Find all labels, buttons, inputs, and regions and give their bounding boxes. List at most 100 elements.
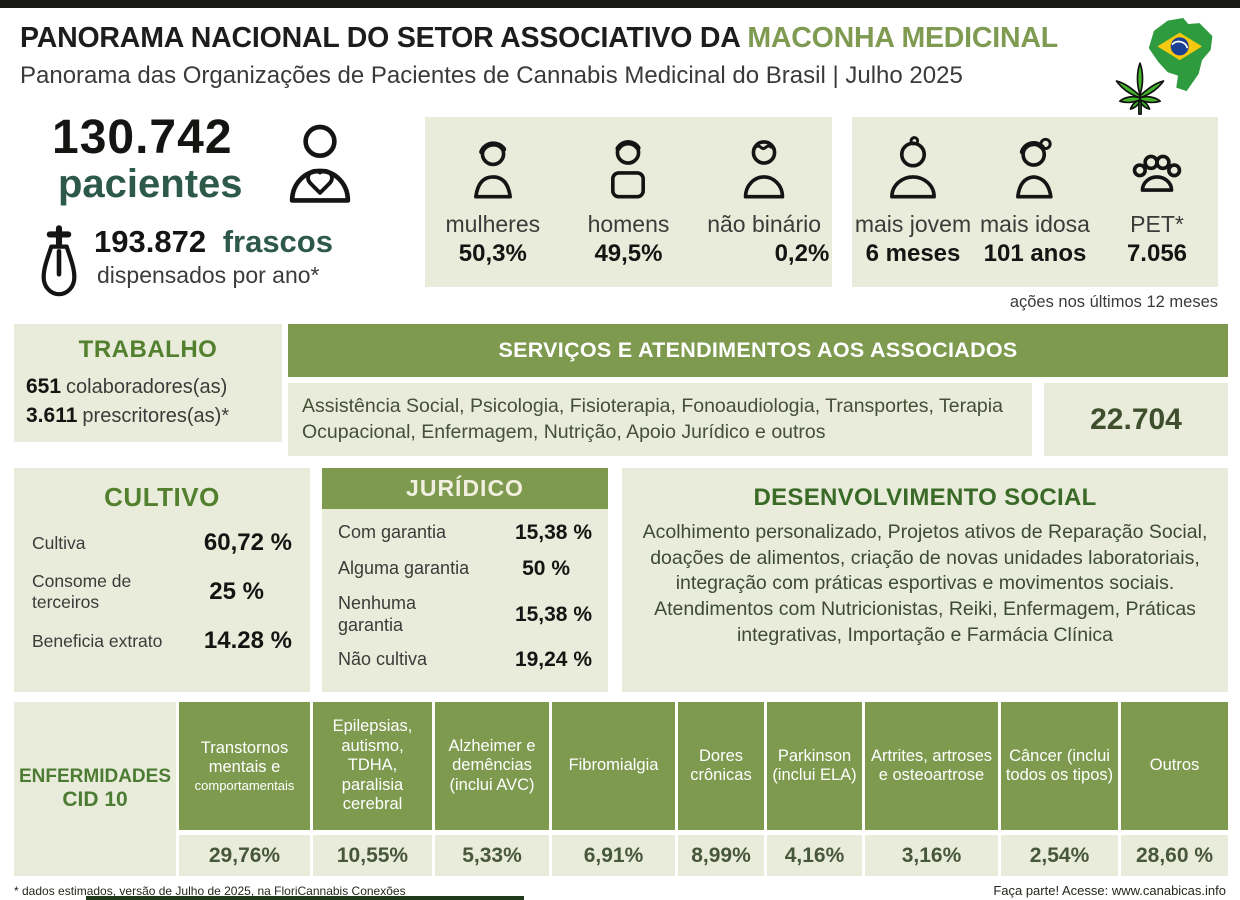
cid-column-header: Parkinson (inclui ELA) [767, 702, 862, 830]
enfermidades-title-cell: ENFERMIDADES CID 10 [14, 702, 176, 876]
cannabis-leaf-icon [1115, 62, 1165, 115]
desenvolvimento-title: DESENVOLVIMENTO SOCIAL [753, 484, 1097, 511]
stat-value: 0,2% [774, 240, 830, 267]
stat-label: PET* [1130, 211, 1184, 237]
cid-column-value: 28,60 % [1121, 835, 1228, 876]
cultivo-title: CULTIVO [104, 482, 220, 512]
trabalho-row: 651 colaboradores(as) [26, 372, 282, 401]
stat-nao-binario: não binário 0,2% [697, 133, 831, 268]
juridico-value: 50 % [522, 557, 570, 580]
stat-label: homens [587, 211, 670, 237]
trabalho-title: TRABALHO [78, 336, 218, 363]
cultivo-value: 60,72 % [203, 529, 292, 556]
man-icon [611, 140, 646, 199]
page-title-black: PANORAMA NACIONAL DO SETOR ASSOCIATIVO D… [20, 22, 740, 54]
stat-pet: PET* 7.056 [1097, 133, 1218, 268]
footnote-text: * dados estimados, versão de Julho de 20… [14, 884, 406, 898]
juridico-value: 15,38 % [514, 521, 592, 544]
page-title-green: MACONHA MEDICINAL [747, 22, 1058, 54]
cid-header-label-small: comportamentais [194, 777, 295, 793]
juridico-label: Alguma garantia [338, 558, 470, 579]
juridico-header: JURÍDICO [322, 468, 608, 509]
stat-value: 6 meses [865, 240, 961, 267]
trabalho-label: prescritores(as)* [82, 405, 230, 428]
enfermidades-title-line1: ENFERMIDADES [18, 766, 171, 787]
cultivo-label: Consome de terceiros [32, 571, 132, 612]
juridico-label: Nenhuma garantia [338, 593, 417, 635]
juridico-label: Com garantia [338, 522, 447, 543]
cid-column-header: Artrites, artroses e osteoartrose [865, 702, 998, 830]
stat-value: 50,3% [458, 240, 527, 267]
stat-label: mais idosa [980, 211, 1090, 237]
stat-value: 7.056 [1126, 240, 1188, 267]
servicos-total: 22.704 [1044, 383, 1228, 456]
bottles-count: 193.872 [94, 224, 207, 259]
stat-label: mais jovem [854, 211, 972, 237]
cultivo-label: Beneficia extrato [32, 630, 163, 651]
cid-column-value: 5,33% [435, 835, 549, 876]
bottles-caption: dispensados por ano* [97, 262, 320, 288]
juridico-value: 15,38 % [514, 602, 592, 626]
elderly-woman-icon [1016, 137, 1053, 199]
servicos-body: Assistência Social, Psicologia, Fisioter… [288, 383, 1032, 456]
servicos-header: SERVIÇOS E ATENDIMENTOS AOS ASSOCIADOS [288, 324, 1228, 377]
juridico-value: 19,24 % [514, 648, 592, 672]
woman-icon [473, 141, 512, 199]
dropper-bottle-icon [41, 225, 77, 297]
bottles-unit: frascos [222, 224, 333, 259]
page-title: PANORAMA NACIONAL DO SETOR ASSOCIATIVO D… [20, 22, 1120, 55]
desenvolvimento-body: Acolhimento personalizado, Projetos ativ… [642, 521, 1208, 646]
juridico-row: Alguma garantia 50 % [338, 557, 592, 581]
cid-column-header: Dores crônicas [678, 702, 764, 830]
stat-mais-idosa: mais idosa 101 anos [975, 133, 1096, 268]
cid-column-header: Fibromialgia [552, 702, 675, 830]
trabalho-row: 3.611 prescritores(as)* [26, 401, 282, 430]
patients-label: pacientes [58, 162, 243, 206]
cultivo-row: Cultiva 60,72 % [32, 529, 292, 557]
juridico-row: Com garantia 15,38 % [338, 521, 592, 545]
cid-column-header: Transtornos mentais e comportamentais [179, 702, 310, 830]
cid-column-value: 29,76% [179, 835, 310, 876]
desenvolvimento-panel: DESENVOLVIMENTO SOCIAL Acolhimento perso… [622, 468, 1228, 692]
page-subtitle: Panorama das Organizações de Pacientes d… [20, 62, 963, 89]
cid-column-value: 3,16% [865, 835, 998, 876]
stat-homens: homens 49,5% [561, 133, 695, 268]
cultivo-value: 25 % [209, 578, 264, 605]
juridico-panel: Com garantia 15,38 % Alguma garantia 50 … [322, 509, 608, 692]
cultivo-panel: CULTIVO Cultiva 60,72 % Consome de terce… [14, 468, 310, 692]
cultivo-row: Consome de terceiros 25 % [32, 571, 292, 613]
cultivo-label: Cultiva [32, 532, 86, 553]
brazil-map-flag-icon [1148, 18, 1213, 92]
stat-label: mulheres [445, 211, 541, 237]
patient-heart-icon [289, 124, 351, 203]
patients-count: 130.742 [52, 111, 233, 164]
age-pet-stats-panel: mais jovem 6 meses mais idosa 101 anos P… [852, 117, 1218, 287]
juridico-row: Não cultiva 19,24 % [338, 648, 592, 672]
stat-mais-jovem: mais jovem 6 meses [853, 133, 974, 268]
cid-header-label: Transtornos mentais e [200, 738, 289, 777]
cid-column-header: Câncer (inclui todos os tipos) [1001, 702, 1118, 830]
cid-column-value: 6,91% [552, 835, 675, 876]
stat-label: não binário [707, 211, 822, 237]
paw-icon [1132, 154, 1182, 192]
cid-column-header: Epilepsias, autismo, TDHA, paralisia cer… [313, 702, 432, 830]
trabalho-label: colaboradores(as) [66, 376, 228, 398]
brand-graphic [1112, 12, 1224, 118]
juridico-label: Não cultiva [338, 649, 428, 670]
cid-column-header: Outros [1121, 702, 1228, 830]
trabalho-panel: TRABALHO 651 colaboradores(as) 3.611 presc… [14, 324, 282, 442]
cid-column-value: 8,99% [678, 835, 764, 876]
enfermidades-table: ENFERMIDADES CID 10 Transtornos mentais … [14, 702, 1228, 876]
cid-column-value: 4,16% [767, 835, 862, 876]
trabalho-number: 651 [26, 375, 62, 398]
website-link[interactable]: Faça parte! Acesse: www.canabicas.info [993, 883, 1226, 898]
baby-icon [890, 136, 936, 199]
cid-column-value: 10,55% [313, 835, 432, 876]
stat-mulheres: mulheres 50,3% [426, 133, 560, 268]
juridico-row: Nenhuma garantia 15,38 % [338, 593, 592, 636]
top-accent-bar [0, 0, 1240, 8]
enfermidades-title-line2: CID 10 [62, 788, 128, 811]
gender-stats-panel: mulheres 50,3% homens 49,5% não binário … [425, 117, 832, 287]
bottom-accent-bar [86, 896, 524, 900]
